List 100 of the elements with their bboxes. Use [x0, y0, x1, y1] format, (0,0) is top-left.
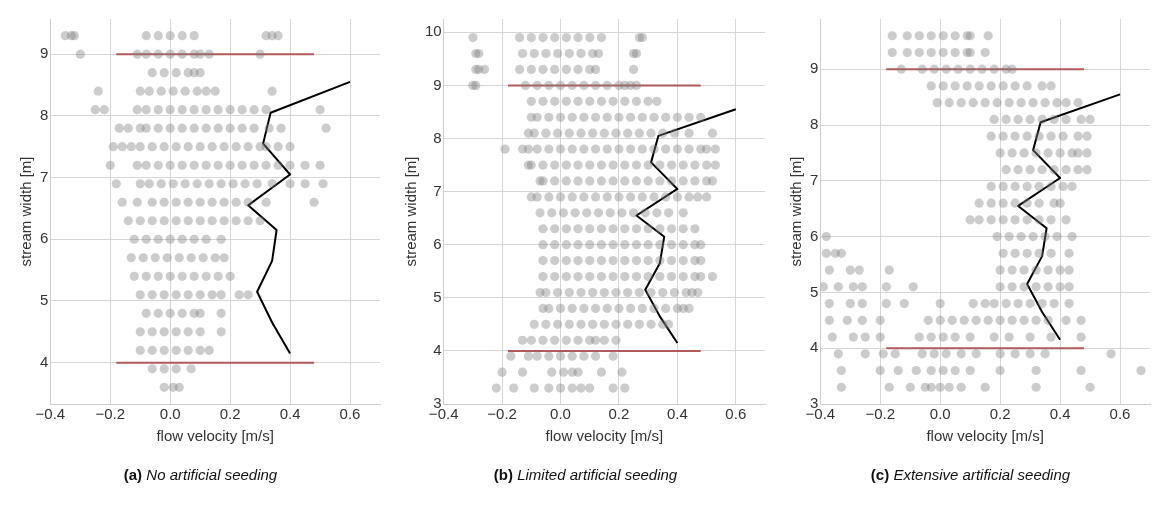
point	[1063, 265, 1074, 275]
point	[587, 319, 597, 329]
point	[1052, 232, 1062, 242]
y-tick-label: 5	[39, 291, 48, 309]
point	[631, 160, 641, 170]
point	[1063, 298, 1074, 309]
point	[153, 123, 163, 133]
point	[956, 382, 966, 392]
point	[132, 160, 142, 170]
point	[165, 49, 175, 59]
point	[1084, 114, 1095, 125]
point	[159, 142, 169, 152]
text: (a) No artificial seeding	[123, 466, 278, 483]
point	[590, 64, 600, 75]
point	[602, 112, 612, 122]
point	[537, 96, 548, 106]
point	[129, 234, 139, 244]
point	[643, 96, 653, 106]
point	[998, 131, 1008, 141]
point	[555, 192, 565, 202]
point	[1031, 365, 1041, 376]
point	[1001, 165, 1011, 175]
point	[523, 144, 533, 154]
point	[165, 123, 175, 133]
point	[989, 332, 999, 342]
point	[192, 179, 202, 189]
point	[171, 68, 181, 78]
point	[836, 365, 846, 376]
point	[929, 64, 939, 74]
point	[1049, 114, 1059, 125]
point	[619, 383, 629, 393]
point	[243, 197, 253, 207]
point	[645, 319, 656, 329]
point	[543, 383, 553, 393]
text: (b) Limited artificial seeding	[493, 466, 678, 483]
point	[207, 216, 217, 226]
y-tick-label: 8	[809, 115, 818, 133]
point	[201, 271, 211, 281]
point	[950, 365, 960, 376]
point	[1037, 81, 1047, 91]
point	[537, 240, 548, 250]
point	[314, 160, 325, 170]
x-tick-label: 0.0	[549, 405, 571, 423]
point	[599, 128, 609, 138]
point	[479, 64, 489, 75]
point	[613, 112, 624, 122]
point	[917, 64, 927, 74]
point	[153, 234, 163, 244]
point	[995, 349, 1005, 359]
point	[532, 351, 542, 361]
point	[932, 98, 942, 108]
point	[183, 290, 193, 300]
point	[1063, 282, 1074, 292]
point	[608, 271, 618, 282]
point	[186, 364, 196, 374]
point	[177, 105, 187, 115]
point	[514, 64, 524, 75]
point	[523, 351, 533, 361]
point	[938, 365, 948, 376]
point	[965, 215, 975, 225]
point	[1010, 131, 1020, 141]
point	[596, 176, 606, 186]
point	[237, 160, 247, 170]
point	[1025, 114, 1035, 125]
point	[654, 271, 664, 282]
point	[189, 271, 199, 281]
point	[243, 142, 253, 152]
point	[995, 365, 1005, 376]
point	[177, 49, 187, 59]
point	[1022, 181, 1032, 191]
point	[526, 335, 536, 345]
point	[177, 160, 187, 170]
point	[977, 64, 987, 74]
y-tick-label: 5	[809, 282, 818, 300]
point	[875, 332, 885, 342]
point	[537, 160, 548, 170]
point	[255, 216, 265, 226]
point	[225, 271, 235, 281]
point	[549, 64, 559, 75]
point	[159, 216, 169, 226]
point	[1060, 98, 1071, 108]
point	[156, 179, 166, 189]
point	[237, 105, 247, 115]
point	[201, 105, 211, 115]
point	[1028, 98, 1038, 108]
point	[608, 96, 618, 106]
point	[695, 240, 705, 250]
point	[654, 256, 664, 266]
point	[171, 364, 181, 374]
point	[314, 105, 325, 115]
y-tick-label: 4	[39, 352, 48, 370]
point	[261, 142, 271, 152]
point	[701, 144, 711, 154]
point	[135, 179, 145, 189]
point	[833, 282, 843, 292]
point	[995, 315, 1005, 325]
point	[570, 208, 580, 218]
point	[572, 335, 583, 345]
point	[935, 298, 945, 309]
point	[129, 271, 139, 281]
